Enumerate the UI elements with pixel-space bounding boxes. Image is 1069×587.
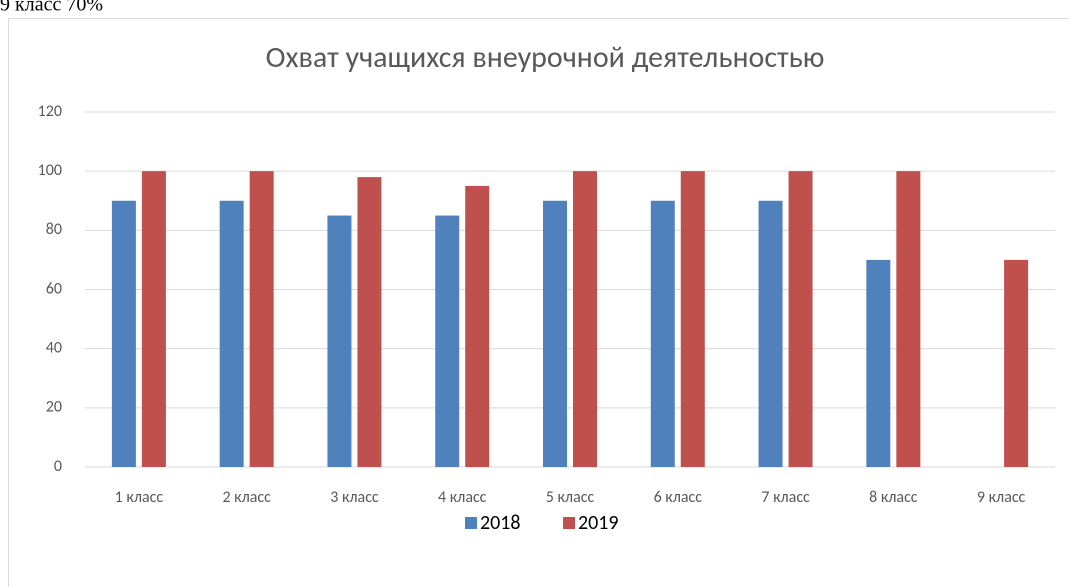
bar [788,171,813,467]
bar [357,177,382,468]
legend-swatch [563,517,575,529]
chart-frame [8,18,1069,587]
bar [327,215,352,467]
header-text: 9 класс 70% [0,0,103,16]
x-tick-label: 3 класс [330,488,379,507]
x-tick-label: 4 класс [438,488,487,507]
legend-swatch [465,517,477,529]
bar [680,171,705,467]
bar [111,200,136,467]
y-tick-label: 120 [38,102,62,121]
x-tick-label: 2 класс [222,488,271,507]
x-tick-label: 1 класс [115,488,164,507]
x-tick-label: 8 класс [869,488,918,507]
x-tick-label: 7 класс [761,488,810,507]
x-tick-label: 5 класс [546,488,595,507]
y-tick-label: 0 [54,457,62,476]
y-tick-label: 20 [46,398,62,417]
bar [896,171,921,467]
legend-label: 2018 [480,511,521,535]
y-tick-label: 40 [46,338,62,357]
bar [219,200,244,467]
x-tick-label: 9 класс [977,488,1026,507]
y-tick-label: 60 [46,279,62,298]
bar [465,185,490,468]
y-tick-label: 100 [38,161,62,180]
bar [573,171,597,467]
bar [650,200,675,467]
legend-label: 2019 [578,511,619,535]
chart-title: Охват учащихся внеурочной деятельностью [266,39,825,76]
bar [435,215,460,467]
bar [543,200,567,467]
y-tick-label: 80 [46,220,62,239]
bar [758,200,783,467]
bar [1004,259,1029,467]
bar [866,259,891,467]
bar [249,171,274,467]
bar [141,171,166,467]
x-tick-label: 6 класс [654,488,703,507]
